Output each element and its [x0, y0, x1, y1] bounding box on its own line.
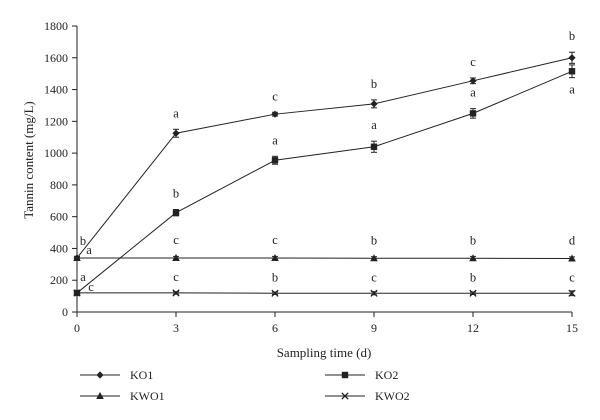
significance-letter: b: [173, 187, 179, 201]
x-marker-stroke: [370, 289, 378, 297]
data-point: [370, 254, 378, 262]
y-tick-label: 1800: [44, 19, 68, 33]
legend: KO1 KO2 KWO1 KWO2: [80, 368, 410, 403]
significance-letter: c: [569, 270, 575, 284]
data-point: [172, 209, 180, 216]
x-axis-title: Sampling time (d): [277, 345, 372, 360]
x-tick-label: 6: [272, 321, 278, 335]
data-point: [172, 289, 180, 297]
y-tick-label: 1400: [44, 83, 68, 97]
data-point: [568, 254, 576, 262]
y-tick-label: 1200: [44, 114, 68, 128]
y-tick-label: 1000: [44, 146, 68, 160]
significance-letter: a: [470, 86, 476, 100]
series-line: [76, 70, 573, 294]
y-tick-label: 0: [62, 305, 68, 319]
significance-letter: d: [569, 233, 576, 247]
data-point: [271, 110, 279, 118]
data-point: [469, 110, 477, 117]
legend-item-ko1: KO1: [80, 368, 153, 382]
significance-letter: c: [272, 89, 278, 103]
legend-label: KO2: [375, 368, 398, 382]
x-tick-label: 15: [566, 321, 578, 335]
data-point: [271, 157, 279, 164]
y-tick-label: 800: [50, 178, 68, 192]
significance-letter: b: [371, 77, 377, 91]
data-point: [568, 68, 576, 75]
data-point: [370, 143, 378, 150]
significance-letter: b: [470, 233, 476, 247]
y-tick-label: 1600: [44, 51, 68, 65]
significance-letter: a: [371, 118, 377, 132]
data-point: [469, 77, 477, 85]
significance-letter: b: [470, 270, 476, 284]
axes: [76, 26, 572, 313]
significance-letter: c: [88, 280, 94, 294]
data-point: [341, 392, 349, 400]
data-point: [271, 253, 279, 261]
significance-letter: a: [173, 106, 179, 120]
significance-letter: c: [173, 270, 179, 284]
significance-letter: a: [272, 133, 278, 147]
data-point: [341, 371, 349, 379]
series-kwo2: [73, 289, 576, 297]
series-kwo1: [73, 253, 576, 262]
legend-label: KWO2: [375, 389, 410, 403]
significance-letter: a: [569, 83, 575, 97]
significance-letter: a: [80, 270, 86, 284]
y-tick-label: 600: [50, 210, 68, 224]
significance-letter: b: [272, 270, 278, 284]
data-point: [469, 289, 477, 297]
significance-letter: b: [371, 233, 377, 247]
axis-ticks: 0 200 400 600 800 1000 1200 1400 1600 1800 0 3 6 9 12 1…: [44, 19, 578, 335]
series-layer: [73, 51, 576, 297]
x-tick-label: 9: [371, 321, 377, 335]
legend-item-kwo1: KWO1: [80, 389, 165, 403]
y-tick-label: 200: [50, 273, 68, 287]
significance-letter: c: [173, 233, 179, 247]
x-tick-label: 0: [74, 321, 80, 335]
significance-letter: c: [272, 233, 278, 247]
legend-item-kwo2: KWO2: [325, 389, 410, 403]
y-axis-title: Tannin content (mg/L): [21, 101, 36, 219]
x-marker-stroke: [73, 289, 81, 297]
significance-letter: c: [470, 55, 476, 69]
significance-letter: c: [371, 270, 377, 284]
significance-letter: a: [86, 243, 92, 257]
series-line: [76, 57, 573, 259]
data-point: [96, 371, 104, 379]
significance-letter: b: [80, 234, 86, 248]
data-point: [172, 253, 180, 261]
data-point: [73, 253, 81, 261]
x-marker-stroke: [341, 392, 349, 400]
x-marker-stroke: [172, 289, 180, 297]
y-tick-label: 400: [50, 241, 68, 255]
x-tick-label: 12: [467, 321, 479, 335]
legend-label: KWO1: [130, 389, 165, 403]
data-point: [370, 100, 378, 108]
data-point: [73, 289, 81, 297]
data-point: [172, 129, 180, 137]
series-ko1: [73, 51, 576, 262]
x-tick-label: 3: [173, 321, 179, 335]
data-point: [96, 392, 104, 399]
x-marker-stroke: [568, 289, 576, 297]
series-ko2: [73, 64, 576, 297]
significance-letter: b: [569, 29, 575, 43]
data-point: [568, 54, 576, 62]
x-marker-stroke: [271, 289, 279, 297]
data-point: [469, 254, 477, 262]
x-marker-stroke: [469, 289, 477, 297]
data-point: [568, 289, 576, 297]
legend-label: KO1: [130, 368, 153, 382]
data-point: [271, 289, 279, 297]
legend-item-ko2: KO2: [325, 368, 398, 382]
data-point: [370, 289, 378, 297]
